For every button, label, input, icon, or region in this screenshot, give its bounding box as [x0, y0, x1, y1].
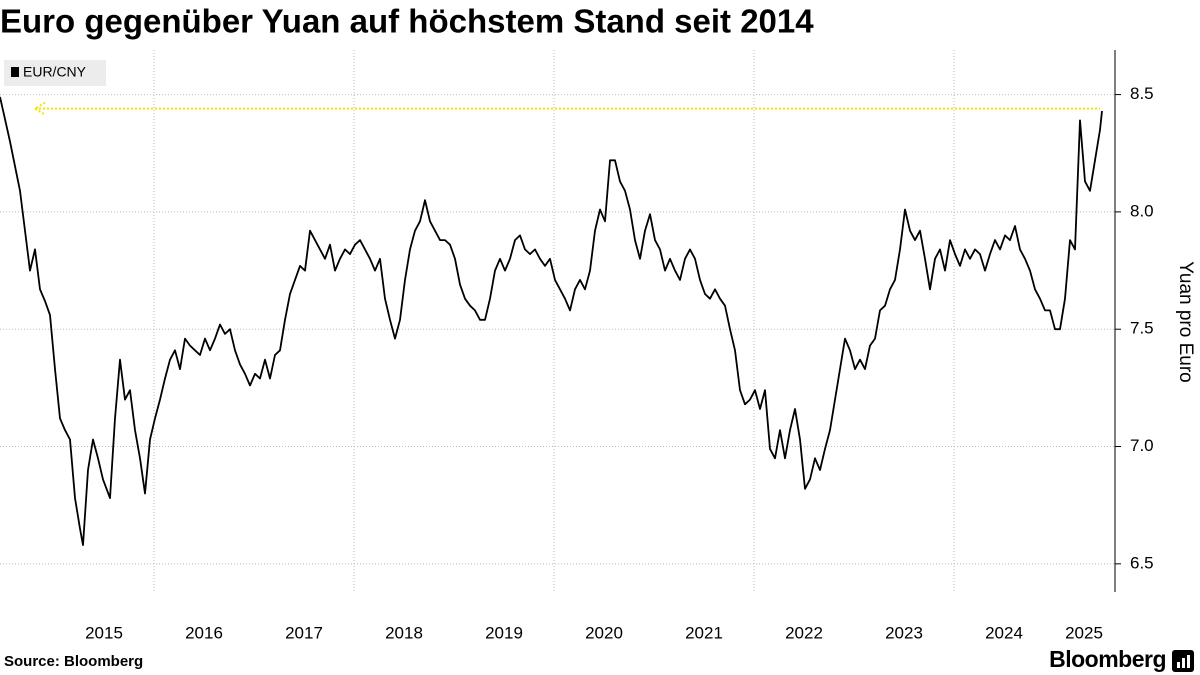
line-series [0, 96, 1103, 546]
x-tick-label: 2015 [85, 623, 123, 642]
legend-swatch [11, 67, 19, 77]
x-tick-label: 2024 [985, 623, 1023, 642]
x-tick-label: 2019 [485, 623, 523, 642]
x-tick-label: 2025 [1065, 623, 1103, 642]
x-tick-label: 2023 [885, 623, 923, 642]
brand-icon-bar [1177, 662, 1180, 668]
brand-icon-bar [1182, 658, 1185, 668]
x-tick-label: 2021 [685, 623, 723, 642]
legend-label: EUR/CNY [23, 64, 87, 80]
x-tick-label: 2022 [785, 623, 823, 642]
x-tick-label: 2020 [585, 623, 623, 642]
source: Source: Bloomberg [4, 653, 143, 670]
brand: Bloomberg [1049, 646, 1166, 672]
x-tick-label: 2016 [185, 623, 223, 642]
legend-box [4, 60, 106, 86]
y-axis-label: Yuan pro Euro [1175, 261, 1196, 382]
x-tick-label: 2017 [285, 623, 323, 642]
y-tick-label: 7.5 [1130, 319, 1154, 338]
y-tick-label: 6.5 [1130, 553, 1154, 572]
y-tick-label: 8.5 [1130, 84, 1154, 103]
y-tick-label: 7.0 [1130, 436, 1154, 455]
x-tick-label: 2018 [385, 623, 423, 642]
y-tick-label: 8.0 [1130, 201, 1154, 220]
brand-icon-bar [1187, 655, 1190, 668]
chart-title: Euro gegenüber Yuan auf höchstem Stand s… [0, 3, 814, 40]
